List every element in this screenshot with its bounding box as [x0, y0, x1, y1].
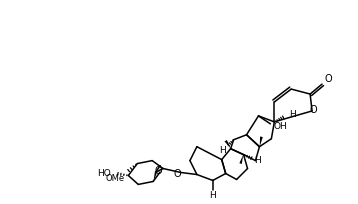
Text: H: H [209, 190, 216, 199]
Text: H: H [254, 155, 261, 164]
Text: O: O [173, 168, 181, 178]
Text: OH: OH [274, 122, 287, 131]
Text: O: O [309, 104, 317, 114]
Text: H: H [289, 110, 296, 119]
Polygon shape [240, 155, 243, 164]
Polygon shape [224, 140, 231, 149]
Text: H: H [219, 145, 226, 154]
Text: O: O [324, 74, 332, 84]
Polygon shape [154, 171, 158, 182]
Text: O: O [154, 165, 162, 175]
Polygon shape [260, 137, 263, 147]
Text: OMe: OMe [106, 173, 125, 182]
Text: HO: HO [97, 168, 110, 177]
